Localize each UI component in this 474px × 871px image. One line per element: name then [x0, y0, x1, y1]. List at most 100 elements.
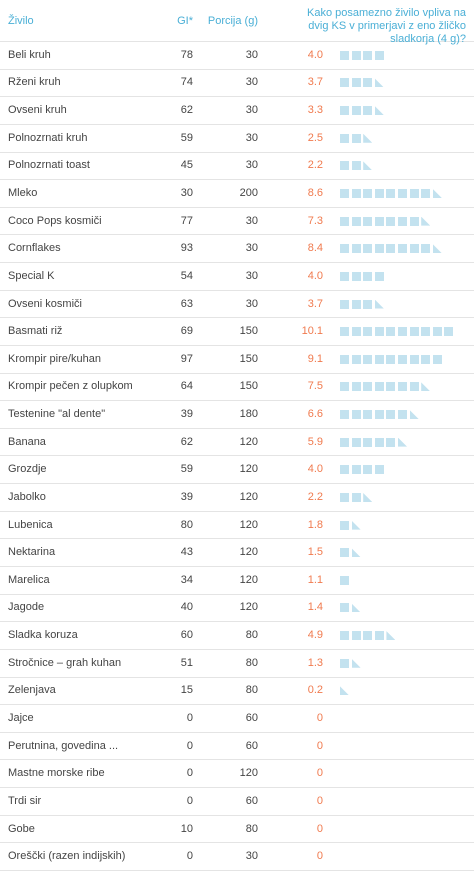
sugar-cube [351, 631, 361, 641]
sugar-equivalent: 0 [316, 767, 323, 780]
sugar-equivalent: 3.7 [307, 297, 323, 310]
table-row: Cornflakes 93 30 8.4 [0, 235, 474, 264]
sugar-cube [351, 216, 361, 226]
table-row: Mleko 30 200 8.6 [0, 180, 474, 208]
sugar-cube [340, 161, 349, 171]
portion: 120 [239, 767, 258, 780]
portion: 120 [239, 601, 258, 614]
table-row: Banana 62 120 5.9 [0, 429, 474, 457]
food-name: Banana [8, 435, 46, 448]
header-cell: Kako posamezno živilo vpliva na dvig KS … [307, 7, 466, 45]
sugar-cube [398, 327, 407, 337]
food-name: Jajce [8, 712, 34, 724]
table-row: Jajce 0 60 0 [0, 705, 474, 733]
sugar-cube [363, 106, 373, 116]
sugar-cube [351, 410, 361, 420]
sugar-cube [351, 78, 361, 88]
gi-value: 78 [180, 48, 193, 61]
sugar-cube [340, 244, 349, 254]
sugar-cube [398, 244, 407, 254]
sugar-cube [363, 299, 373, 309]
food-name: Cornflakes [8, 242, 61, 255]
sugar-cube [340, 548, 349, 558]
portion: 120 [239, 490, 258, 503]
sugar-cube [409, 382, 419, 392]
sugar-cube [340, 658, 349, 668]
sugar-cube-part [386, 631, 396, 641]
portion: 120 [239, 573, 258, 586]
gi-value: 63 [180, 297, 193, 310]
sugar-cube [386, 327, 396, 337]
food-name: Perutnina, govedina ... [8, 739, 119, 752]
gi-value: 51 [180, 656, 193, 669]
food-name: Testenine "al dente" [8, 408, 106, 421]
portion: 80 [245, 822, 258, 835]
portion: 80 [245, 629, 258, 642]
portion: 30 [245, 159, 258, 172]
sugar-cube [340, 271, 349, 281]
table-row: Jagode 40 120 1.4 [0, 595, 474, 623]
table-row: Stročnice – grah kuhan 51 80 1.3 [0, 650, 474, 678]
portion: 30 [245, 104, 258, 117]
gi-value: 69 [180, 325, 193, 338]
table-row: Polnozrnati toast 45 30 2.2 [0, 153, 474, 181]
table-row: Krompir pečen z olupkom 64 150 7.5 [0, 374, 474, 402]
portion: 80 [245, 684, 258, 697]
food-name: Oreščki (razen indijskih) [8, 850, 126, 863]
sugar-cube [340, 492, 349, 502]
gi-value: 0 [186, 712, 193, 724]
sugar-equivalent: 1.5 [307, 546, 323, 559]
food-name: Polnozrnati kruh [8, 131, 88, 144]
gi-value: 97 [180, 352, 193, 365]
sugar-cube [444, 327, 454, 337]
gi-value: 39 [180, 490, 193, 503]
gi-value: 93 [180, 242, 193, 255]
sugar-cube [374, 50, 384, 60]
sugar-cube [351, 50, 361, 60]
table-row: Trdi sir 0 60 0 [0, 788, 474, 816]
gi-value: 80 [180, 518, 193, 531]
table-row: Polnozrnati kruh 59 30 2.5 [0, 125, 474, 153]
gi-value: 54 [180, 269, 193, 282]
sugar-cube [386, 354, 396, 364]
food-name: Mleko [8, 186, 38, 199]
sugar-cube [363, 410, 373, 420]
sugar-cube [421, 188, 431, 198]
sugar-cube-part [409, 410, 419, 420]
sugar-equivalent: 2.2 [307, 490, 323, 503]
portion: 150 [239, 380, 258, 393]
portion: 30 [245, 48, 258, 61]
gi-value: 77 [180, 214, 193, 227]
gi-value: 34 [180, 573, 193, 586]
table-row: Jabolko 39 120 2.2 [0, 484, 474, 512]
sugar-cube [351, 299, 361, 309]
sugar-equivalent: 0 [316, 822, 323, 835]
sugar-cube-part [363, 492, 373, 502]
food-name: Gobe [8, 822, 35, 835]
portion: 30 [245, 214, 258, 227]
sugar-cube [351, 382, 361, 392]
sugar-cube [409, 327, 419, 337]
portion: 150 [239, 352, 258, 365]
gi-value: 64 [180, 380, 193, 393]
sugar-equivalent: 3.3 [307, 104, 323, 117]
gi-value: 0 [186, 767, 193, 780]
sugar-cube-part [351, 520, 361, 530]
sugar-cube [374, 216, 384, 226]
header-cell: Živilo [8, 15, 34, 27]
header-cell: GI* [177, 15, 193, 27]
sugar-cube [363, 631, 373, 641]
portion: 30 [245, 131, 258, 144]
gi-value: 45 [180, 159, 193, 172]
sugar-equivalent: 0 [316, 794, 323, 807]
sugar-cube [398, 216, 407, 226]
table-row: Sladka koruza 60 80 4.9 [0, 622, 474, 650]
table-row: Lubenica 80 120 1.8 [0, 512, 474, 540]
gi-value: 62 [180, 435, 193, 448]
sugar-cube-part [421, 382, 431, 392]
sugar-cube [363, 78, 373, 88]
sugar-equivalent: 2.5 [307, 131, 323, 144]
sugar-cube [351, 492, 361, 502]
food-name: Jabolko [8, 490, 46, 503]
gi-value: 39 [180, 408, 193, 421]
